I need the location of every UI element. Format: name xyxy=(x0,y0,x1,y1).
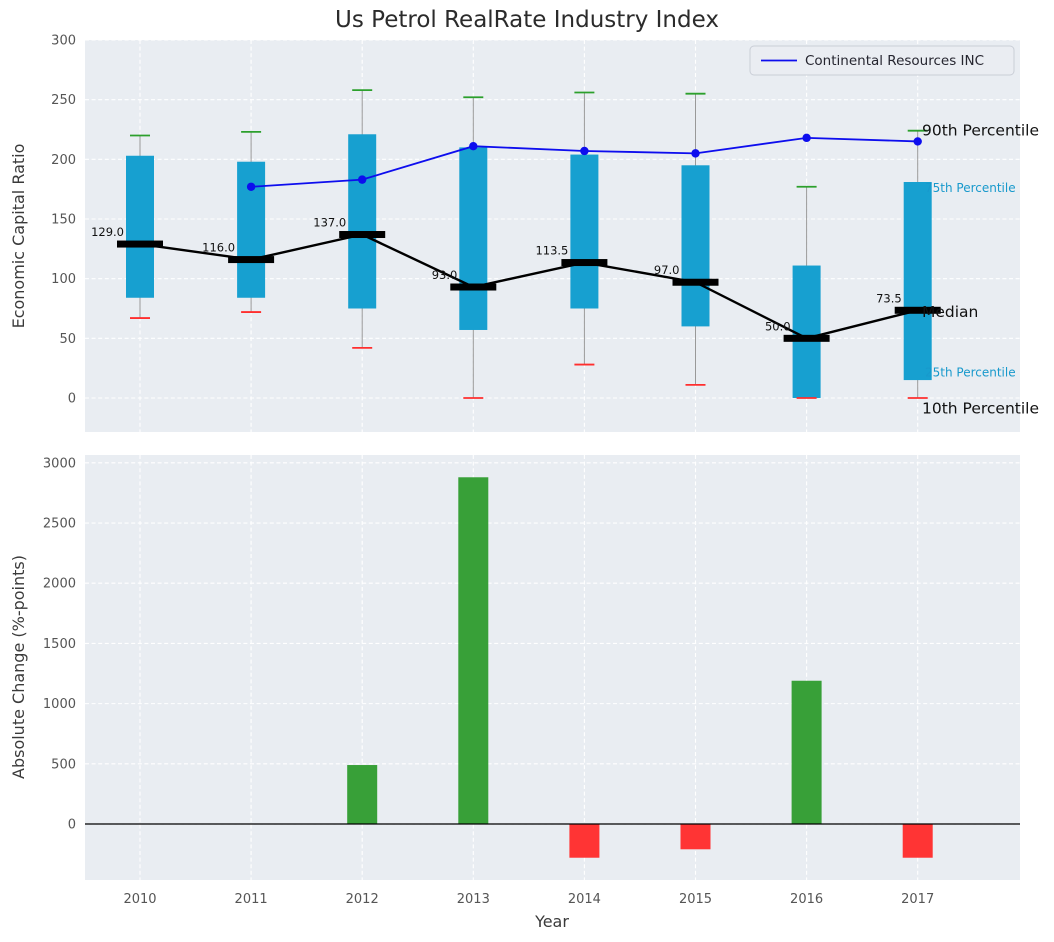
ytick-bottom-0: 0 xyxy=(68,818,76,833)
bar-2012 xyxy=(347,765,378,825)
median-marker-2013 xyxy=(450,283,497,291)
xtick-2012: 2012 xyxy=(346,892,379,907)
xtick-2017: 2017 xyxy=(901,892,934,907)
median-marker-2011 xyxy=(228,256,275,264)
legend-label: Continental Resources INC xyxy=(805,53,984,69)
ytick-bottom-3000: 3000 xyxy=(43,456,76,471)
ytick-bottom-2500: 2500 xyxy=(43,517,76,532)
bar-series xyxy=(85,477,1020,858)
box-2011 xyxy=(237,161,266,298)
box-2013 xyxy=(459,147,488,330)
box-2012 xyxy=(348,134,377,309)
ytick-bottom-2000: 2000 xyxy=(43,577,76,592)
ytick-bottom-500: 500 xyxy=(51,757,76,772)
annotation-75th-percentile: 75th Percentile xyxy=(925,181,1016,195)
ytick-top-0: 0 xyxy=(68,391,76,406)
chart-title: Us Petrol RealRate Industry Index xyxy=(335,7,719,33)
bar-2017 xyxy=(902,824,933,858)
median-marker-2016 xyxy=(783,334,830,342)
company-point xyxy=(802,133,811,143)
xtick-2013: 2013 xyxy=(457,892,490,907)
annotation-25th-percentile: 25th Percentile xyxy=(925,366,1016,380)
company-point xyxy=(358,175,367,184)
top-gridlines xyxy=(85,39,1020,432)
boxplot-series: 129.0 116.0 137.0 93.0 113.5 97.0 50.0 73.5 90th… xyxy=(91,89,1039,418)
box-2014 xyxy=(570,154,599,309)
company-point xyxy=(469,142,478,151)
median-line xyxy=(139,233,918,340)
bar-2014 xyxy=(569,824,600,858)
median-label-2013: 93.0 xyxy=(432,268,458,282)
xtick-2010: 2010 xyxy=(123,892,156,907)
median-label-2017: 73.5 xyxy=(876,291,902,305)
ytick-bottom-1000: 1000 xyxy=(43,697,76,712)
ytick-top-100: 100 xyxy=(51,272,76,287)
annotation-10th-percentile: 10th Percentile xyxy=(922,400,1039,418)
bar-2013 xyxy=(458,477,489,825)
median-label-2016: 50.0 xyxy=(765,319,791,333)
company-point xyxy=(580,146,589,156)
ylabel-bottom: Absolute Change (%-points) xyxy=(9,555,28,779)
median-marker-2014 xyxy=(561,259,608,267)
ytick-top-250: 250 xyxy=(51,93,76,108)
ytick-top-50: 50 xyxy=(59,332,76,347)
median-label-2015: 97.0 xyxy=(654,263,680,277)
bottom-axes-background xyxy=(85,455,1020,880)
box-2016 xyxy=(792,265,821,398)
median-marker-2017 xyxy=(894,306,941,314)
axis-ticks: 0501001502002503000500100015002000250030… xyxy=(43,34,934,908)
xlabel: Year xyxy=(534,912,569,931)
ytick-top-200: 200 xyxy=(51,153,76,168)
box-2010 xyxy=(126,155,154,298)
median-label-2014: 113.5 xyxy=(535,244,568,258)
bar-2016 xyxy=(791,680,822,825)
box-2015 xyxy=(681,165,710,327)
company-point xyxy=(246,182,256,191)
median-label-2012: 137.0 xyxy=(313,216,346,230)
median-label-2011: 116.0 xyxy=(202,241,235,255)
legend: Continental Resources INC xyxy=(749,45,1015,76)
xtick-2014: 2014 xyxy=(568,892,601,907)
median-marker-2012 xyxy=(339,231,386,239)
bar-2015 xyxy=(680,824,711,850)
top-axes-background xyxy=(85,40,1020,432)
ytick-bottom-1500: 1500 xyxy=(43,637,76,652)
box-2017 xyxy=(903,182,932,381)
annotation-median: Median xyxy=(922,303,978,321)
ylabel-top: Economic Capital Ratio xyxy=(9,144,28,329)
ytick-top-300: 300 xyxy=(51,34,76,49)
ytick-top-150: 150 xyxy=(51,212,76,227)
xtick-2011: 2011 xyxy=(235,892,268,907)
median-label-2010: 129.0 xyxy=(91,225,124,239)
legend-frame xyxy=(749,45,1015,76)
xtick-2016: 2016 xyxy=(790,892,823,907)
median-marker-2010 xyxy=(117,240,163,248)
company-point xyxy=(913,137,922,146)
median-marker-2015 xyxy=(672,278,719,286)
xtick-2015: 2015 xyxy=(679,892,712,907)
company-point xyxy=(691,149,700,158)
annotation-90th-percentile: 90th Percentile xyxy=(922,122,1039,140)
bottom-gridlines xyxy=(85,455,1020,880)
